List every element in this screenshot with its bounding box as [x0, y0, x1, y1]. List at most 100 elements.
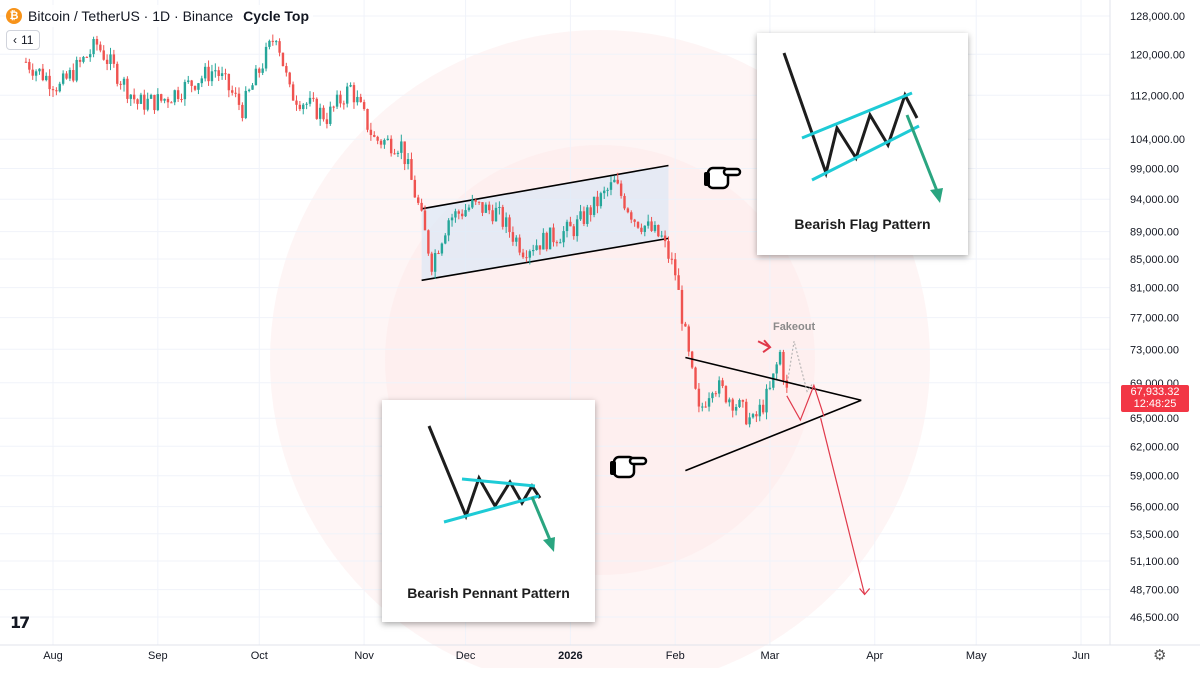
candle-body — [755, 414, 758, 417]
candle-body — [376, 136, 379, 141]
candle-body — [423, 210, 427, 231]
candle-body — [660, 235, 663, 237]
price-tick-label: 51,100.00 — [1130, 556, 1179, 568]
candle-body — [234, 92, 237, 94]
time-tick-label: Feb — [666, 650, 685, 662]
candle-body — [305, 103, 308, 105]
candle-body — [785, 380, 789, 388]
candle-body — [545, 232, 548, 250]
candle-body — [680, 289, 684, 324]
symbol-title[interactable]: Bitcoin / TetherUS · 1D · Binance — [28, 8, 234, 24]
pennant-price-path — [427, 425, 542, 521]
candle-body — [741, 400, 745, 402]
candle-body — [684, 323, 687, 327]
collapse-indicators-button[interactable]: ‹ 11 — [6, 30, 41, 50]
candle-body — [596, 196, 599, 207]
candle-body — [626, 208, 630, 213]
candle-body — [694, 367, 697, 389]
candle-body — [288, 72, 291, 85]
candle-body — [153, 94, 156, 111]
hand-finger — [722, 167, 742, 177]
candle-body — [670, 258, 674, 260]
flag-caption: Bearish Flag Pattern — [794, 216, 931, 232]
candle-body — [41, 68, 45, 81]
candle-body — [193, 85, 197, 90]
candle-body — [488, 204, 491, 211]
price-tick-label: 128,000.00 — [1130, 11, 1185, 23]
candle-body — [569, 221, 572, 227]
candle-body — [200, 78, 203, 84]
price-tick-label: 46,500.00 — [1130, 612, 1179, 624]
candle-body — [146, 98, 149, 110]
candle-body — [156, 94, 160, 111]
candle-body — [579, 211, 582, 220]
candle-body — [92, 39, 95, 55]
candle-body — [494, 207, 498, 222]
pennant-caption: Bearish Pennant Pattern — [407, 585, 570, 601]
candle-body — [393, 153, 396, 155]
time-axis[interactable]: Aug Sep Oct Nov Dec 2026 Feb Mar Apr May Jun — [0, 644, 1200, 662]
tradingview-logo[interactable]: 17 — [10, 613, 30, 632]
candle-body — [765, 388, 768, 413]
candle-body — [532, 249, 535, 252]
pennant-lower-line — [685, 399, 862, 472]
candle-body — [346, 86, 349, 104]
time-tick-label: Mar — [760, 650, 779, 662]
candle-body — [535, 245, 538, 250]
candle-body — [701, 406, 704, 408]
candle-body — [616, 179, 619, 184]
candle-body — [525, 257, 528, 259]
candle-body — [728, 399, 731, 403]
candle-body — [119, 83, 122, 85]
candle-body — [28, 61, 31, 70]
candle-body — [609, 182, 613, 190]
candle-body — [724, 386, 728, 403]
channel-upper-line — [421, 164, 669, 210]
pennant-upper-line — [685, 356, 862, 401]
candle-body — [477, 201, 481, 203]
time-tick-label: Dec — [456, 650, 476, 662]
candle-body — [352, 85, 356, 103]
candle-body — [396, 152, 400, 154]
time-tick-label: Apr — [866, 650, 883, 662]
candle-body — [734, 406, 738, 411]
projection-arrow-head — [859, 588, 871, 596]
candle-body — [170, 102, 173, 104]
candle-body — [116, 63, 119, 84]
candle-body — [99, 44, 102, 51]
indicator-name[interactable]: Cycle Top — [243, 8, 310, 24]
candle-body — [359, 96, 362, 103]
hand-cuff — [610, 461, 616, 475]
candle-body — [329, 106, 332, 124]
candle-body — [210, 71, 214, 82]
candle-body — [369, 129, 373, 136]
price-axis[interactable]: 128,000.00 120,000.00 112,000.00 104,000.00… — [1109, 0, 1185, 645]
bitcoin-coin-icon: ₿ — [6, 8, 22, 24]
candle-body — [457, 211, 461, 214]
price-tick-label: 77,000.00 — [1130, 313, 1179, 325]
candle-body — [697, 388, 701, 407]
gear-icon[interactable]: ⚙ — [1153, 647, 1167, 664]
candle-body — [775, 364, 778, 374]
candle-body — [427, 230, 430, 254]
candle-body — [109, 54, 112, 64]
candle-body — [65, 73, 68, 79]
candle-body — [258, 68, 261, 73]
candle-body — [197, 83, 200, 90]
candle-body — [460, 213, 464, 217]
chart-header: ₿ Bitcoin / TetherUS · 1D · Binance Cycl… — [6, 5, 314, 27]
annotations: Fakeout — [610, 166, 871, 596]
candle-body — [748, 417, 751, 425]
candle-body — [45, 75, 48, 81]
candle-body — [176, 90, 180, 99]
candle-body — [214, 70, 217, 72]
candle-body — [562, 231, 565, 243]
price-tick-label: 53,500.00 — [1130, 529, 1179, 541]
candle-body — [704, 406, 707, 408]
candle-body — [444, 235, 447, 244]
candle-body — [31, 69, 34, 76]
bearish-pennant-diagram — [427, 425, 555, 552]
candle-body — [707, 398, 711, 407]
